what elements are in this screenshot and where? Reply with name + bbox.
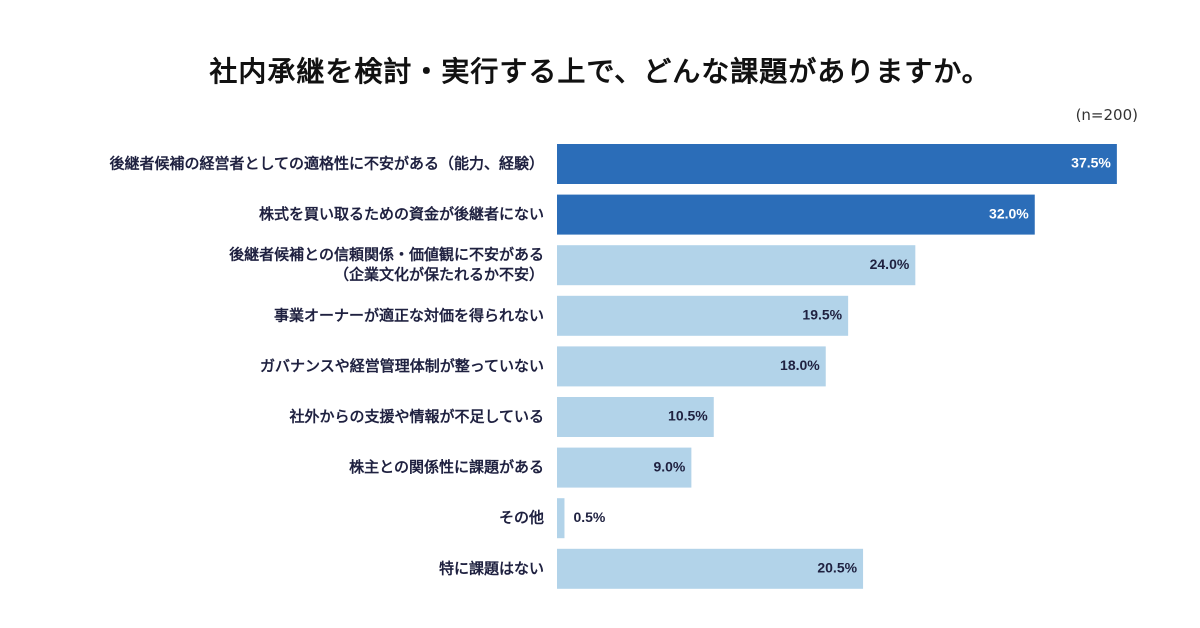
- category-label-6: 社外からの支援や情報が不足している: [288, 408, 544, 426]
- category-label-3-line-1: 後継者候補との信頼関係・価値観に不安がある: [228, 246, 544, 264]
- category-label-3-line-2: （企業文化が保たれるか不安）: [334, 266, 544, 284]
- value-label-7: 9.0%: [653, 458, 685, 474]
- bar-7: [557, 447, 692, 488]
- bar-3: [557, 245, 916, 286]
- bar-2: [557, 194, 1035, 235]
- chart-title: 社内承継を検討・実行する上で、どんな課題がありますか。: [209, 55, 991, 88]
- value-label-6: 10.5%: [668, 408, 708, 424]
- bar-9: [557, 548, 864, 589]
- category-label-9: 特に課題はない: [439, 559, 544, 577]
- category-label-5: ガバナンスや経営管理体制が整っていない: [260, 357, 544, 375]
- bar-8: [557, 498, 565, 539]
- value-label-4: 19.5%: [802, 307, 842, 323]
- category-label-1: 後継者候補の経営者としての適格性に不安がある（能力、経験）: [108, 155, 544, 173]
- sample-size-note: (n=200): [1075, 106, 1138, 124]
- bar-4: [557, 295, 849, 336]
- value-label-8: 0.5%: [573, 509, 605, 525]
- bar-1: [557, 144, 1117, 184]
- bar-6: [557, 397, 714, 437]
- category-label-7: 株主との関係性に課題がある: [349, 458, 544, 476]
- value-label-9: 20.5%: [817, 560, 857, 576]
- bar-5: [557, 346, 826, 387]
- value-label-3: 24.0%: [870, 256, 910, 272]
- category-label-2: 株式を買い取るための資金が後継者にない: [259, 205, 544, 223]
- value-label-2: 32.0%: [989, 205, 1029, 221]
- category-label-8: その他: [499, 509, 544, 527]
- category-label-4: 事業オーナーが適正な対価を得られない: [274, 306, 544, 324]
- value-label-1: 37.5%: [1071, 155, 1111, 171]
- value-label-5: 18.0%: [780, 357, 820, 373]
